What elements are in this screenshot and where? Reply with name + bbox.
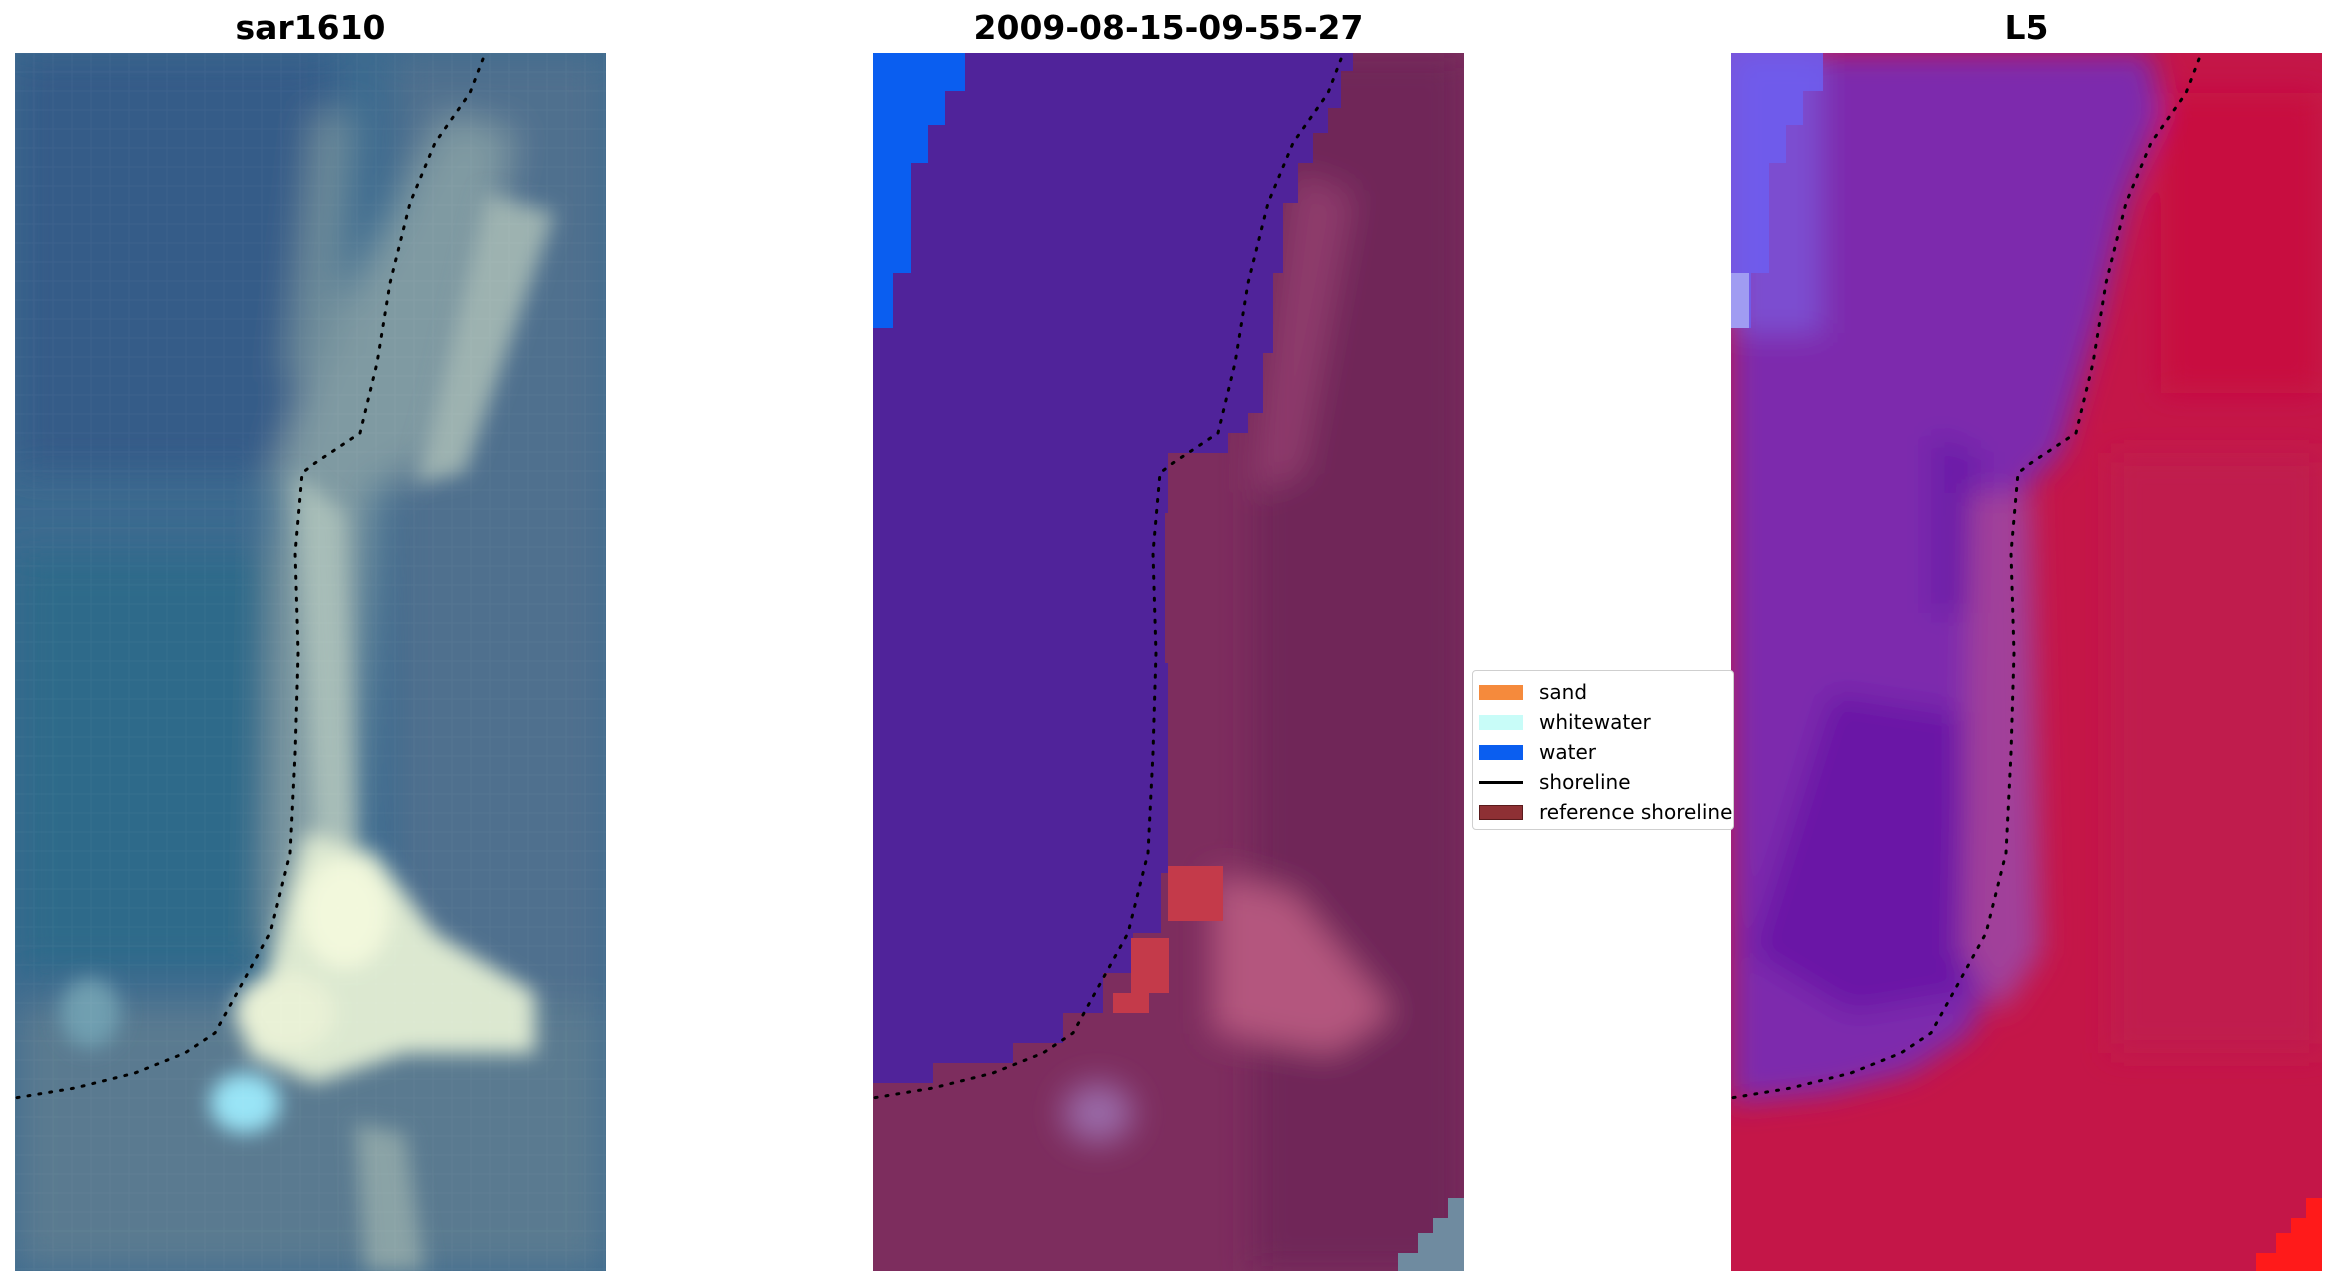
- panel-title-rgb: sar1610: [235, 8, 386, 47]
- legend-item-sand: sand: [1479, 679, 1587, 705]
- rgb-image: [15, 53, 606, 1271]
- reference-shoreline-swatch: [1479, 804, 1523, 820]
- panel-title-index: L5: [2004, 8, 2049, 47]
- rgb-image-panel: [15, 53, 606, 1271]
- panel-title-classified: 2009-08-15-09-55-27: [973, 8, 1364, 47]
- classified-image-panel: [873, 53, 1464, 1271]
- legend-item-reference-shoreline: reference shoreline: [1479, 799, 1732, 825]
- whitewater-swatch: [1479, 714, 1523, 730]
- legend-item-whitewater: whitewater: [1479, 709, 1651, 735]
- water-swatch: [1479, 744, 1523, 760]
- legend: sand whitewater water shoreline referenc…: [1472, 670, 1734, 830]
- index-image: [1731, 53, 2322, 1271]
- index-image-panel: [1731, 53, 2322, 1271]
- shoreline-line-swatch: [1479, 780, 1523, 784]
- legend-item-water: water: [1479, 739, 1596, 765]
- classified-image: [873, 53, 1464, 1271]
- sand-swatch: [1479, 684, 1523, 700]
- legend-item-shoreline: shoreline: [1479, 769, 1631, 795]
